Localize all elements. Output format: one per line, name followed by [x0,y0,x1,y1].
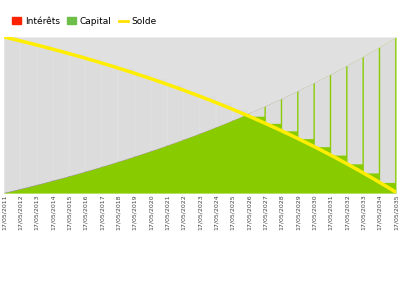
Legend: Intérêts, Capital, Solde: Intérêts, Capital, Solde [8,13,160,30]
